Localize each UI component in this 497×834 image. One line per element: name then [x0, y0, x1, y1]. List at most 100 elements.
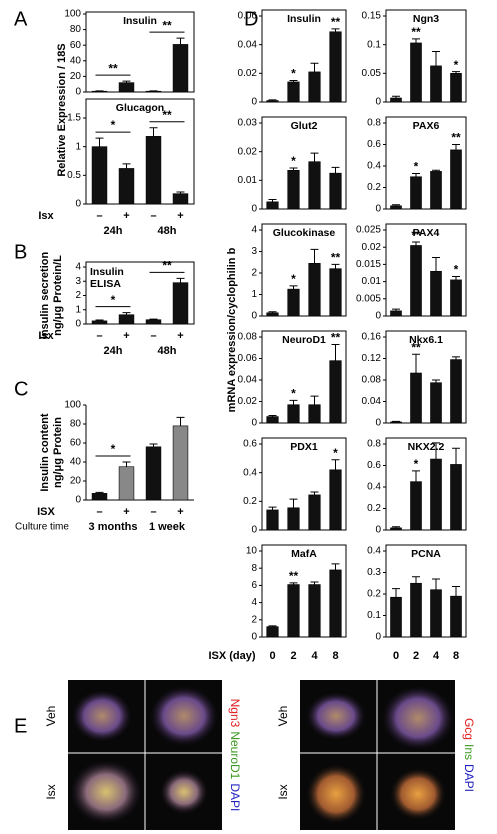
cell — [306, 764, 366, 824]
y-tick-label: 0 — [251, 311, 257, 322]
bar — [329, 569, 342, 638]
error-bar — [412, 576, 420, 584]
chart-title: NeuroD1 — [282, 334, 326, 346]
error-bar — [289, 399, 298, 405]
bar — [172, 425, 189, 501]
bar — [430, 382, 442, 424]
y-tick-label: 0 — [75, 319, 81, 330]
y-tick-label: 1.5 — [67, 113, 81, 124]
bar — [390, 596, 402, 638]
stain-name: NeuroD1 — [228, 731, 242, 779]
significance: * — [454, 58, 459, 72]
bar — [450, 73, 462, 103]
bar — [266, 416, 279, 424]
bar — [329, 172, 342, 210]
chart-title: Insulin — [90, 266, 124, 278]
chart-title: Insulin — [287, 13, 321, 25]
group-tick-label: 3 months — [89, 521, 138, 533]
y-tick-label: 0.16 — [362, 332, 382, 343]
cell — [160, 770, 208, 814]
bar — [329, 31, 342, 103]
bar — [287, 507, 300, 531]
x-tick-label: 8 — [453, 650, 459, 662]
y-tick-label: 0.025 — [356, 225, 381, 236]
significance: * — [454, 263, 459, 277]
error-bar — [432, 578, 440, 590]
stain-name: Ngn3 — [228, 699, 242, 728]
bar — [91, 90, 108, 93]
bar — [410, 582, 422, 638]
chart-title: Glucokinase — [273, 227, 336, 239]
y-tick-label: 3 — [75, 276, 81, 287]
y-tick-label: 8 — [251, 563, 257, 574]
bar — [450, 359, 462, 424]
error-bar — [432, 442, 440, 460]
y-tick-label: 0.03 — [238, 118, 258, 129]
bar — [145, 319, 162, 325]
error-bar — [268, 506, 277, 510]
group-tick-label: 48h — [158, 225, 177, 237]
error-bar — [310, 395, 319, 405]
bar — [430, 270, 442, 317]
x-tick-label: 4 — [433, 650, 440, 662]
y-tick-label: 0.005 — [356, 293, 381, 304]
bar — [287, 170, 300, 210]
bar — [410, 372, 422, 424]
y-tick-label: 0.01 — [238, 175, 258, 186]
y-axis-label: Insulin secretion — [39, 252, 51, 340]
stain-name: DAPI — [462, 764, 476, 792]
y-tick-label: 1 — [75, 304, 81, 315]
error-bar — [149, 318, 158, 320]
y-tick-label: 2 — [251, 614, 257, 625]
y-tick-label: 0.15 — [362, 11, 382, 22]
y-tick-label: 10 — [246, 546, 258, 557]
error-bar — [176, 277, 185, 283]
error-bar — [289, 80, 298, 82]
condition-label: Veh — [276, 706, 290, 727]
error-bar — [122, 312, 131, 315]
x-tick-label: – — [96, 330, 102, 342]
chart-title: Nkx6.1 — [409, 334, 443, 346]
error-bar — [268, 99, 277, 101]
y-tick-label: 0.04 — [238, 375, 258, 386]
bar — [266, 509, 279, 531]
significance: * — [333, 446, 338, 460]
y-tick-label: 0 — [75, 495, 81, 506]
significance: * — [414, 457, 419, 471]
plot-frame — [261, 330, 347, 424]
x-tick-label: + — [123, 506, 129, 518]
plot-frame — [385, 437, 467, 531]
condition-label: Isx — [276, 784, 290, 799]
bar — [266, 201, 279, 210]
group-label: Culture time — [15, 522, 69, 533]
error-bar — [289, 582, 298, 585]
bar — [450, 595, 462, 638]
error-bar — [432, 257, 440, 272]
cell — [150, 686, 218, 746]
y-tick-label: 0.06 — [238, 11, 258, 22]
bar — [91, 146, 108, 205]
plot-frame — [385, 116, 467, 210]
error-bar — [268, 311, 277, 313]
plot-frame — [261, 116, 347, 210]
bar — [308, 494, 321, 531]
error-bar — [289, 167, 298, 171]
error-bar — [452, 447, 460, 465]
error-bar — [95, 491, 104, 494]
plot-frame — [261, 437, 347, 531]
bar — [410, 245, 422, 317]
group-tick-label: 48h — [158, 345, 177, 357]
error-bar — [268, 625, 277, 627]
y-tick-label: 80 — [70, 419, 82, 430]
error-bar — [331, 28, 340, 32]
y-tick-label: 20 — [70, 71, 82, 82]
y-tick-label: 0.2 — [367, 589, 381, 600]
error-bar — [268, 414, 277, 417]
bar — [287, 288, 300, 317]
error-bar — [268, 199, 277, 202]
y-tick-label: 4 — [75, 262, 81, 273]
y-tick-label: 0 — [375, 97, 381, 108]
condition-label: Isx — [44, 784, 58, 799]
chart-title: PCNA — [411, 548, 441, 560]
